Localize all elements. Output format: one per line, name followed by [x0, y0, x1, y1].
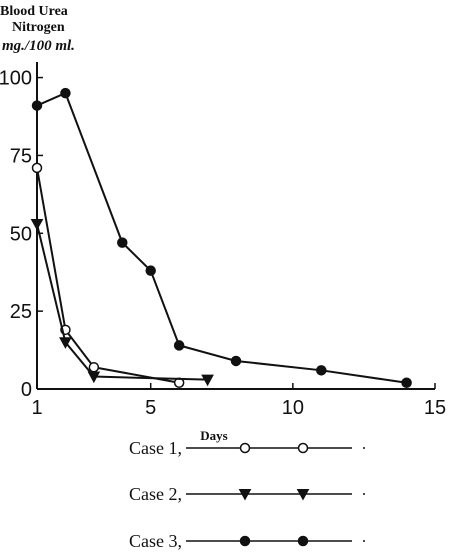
legend-marker	[297, 442, 309, 454]
legend-label: Case 3,	[129, 531, 182, 551]
x-axis-title: Days	[200, 428, 227, 443]
x-tick-label: 5	[145, 397, 156, 419]
series-3-point	[173, 340, 185, 351]
legend-marker	[239, 442, 251, 454]
series-1-point	[31, 162, 43, 174]
legend: Case 1, Case 2, Case 3,	[129, 438, 365, 551]
series-3-point	[230, 355, 242, 367]
series-3-point	[31, 100, 43, 111]
x-tick-label: 15	[424, 397, 446, 419]
series-3-point	[401, 377, 412, 389]
series-2-point	[30, 218, 44, 231]
legend-dot	[363, 447, 365, 449]
y-tick-label: 25	[10, 301, 32, 323]
legend-marker	[297, 535, 309, 547]
legend-label: Case 2,	[129, 484, 182, 504]
x-tick-label: 1	[31, 397, 42, 419]
y-axis-title-line-2: Nitrogen	[12, 20, 65, 35]
legend-dot	[363, 540, 365, 542]
y-axis-title: Blood Urea Nitrogen mg./100 ml.	[0, 4, 75, 54]
legend-marker	[239, 535, 251, 547]
series-2-point	[59, 337, 72, 349]
series-3-point	[316, 365, 327, 376]
y-tick-label: 0	[21, 379, 32, 401]
series-2-line	[36, 223, 208, 381]
series-1-line	[36, 167, 180, 384]
series-1	[31, 162, 185, 389]
y-tick-label: 75	[10, 145, 32, 167]
series-3	[31, 87, 412, 389]
y-tick-label: 50	[10, 223, 32, 245]
series-3-point	[60, 87, 71, 99]
legend-dot	[363, 493, 365, 495]
series-3-point	[117, 237, 128, 248]
series-1-point	[88, 361, 100, 373]
series-3-point	[145, 265, 156, 276]
series-3-line	[36, 91, 407, 384]
y-axis-title-line-3: mg./100 ml.	[2, 38, 75, 54]
series-2-point	[201, 374, 214, 387]
series-2	[30, 218, 214, 387]
y-tick-label: 100	[0, 68, 32, 90]
y-axis-title-line-1: Blood Urea	[0, 4, 68, 19]
series-2-point	[87, 371, 101, 384]
legend-marker	[296, 489, 310, 501]
legend-marker	[238, 489, 252, 501]
series-group	[30, 87, 412, 389]
legend-label: Case 1,	[129, 438, 182, 458]
x-tick-label: 10	[282, 397, 304, 419]
